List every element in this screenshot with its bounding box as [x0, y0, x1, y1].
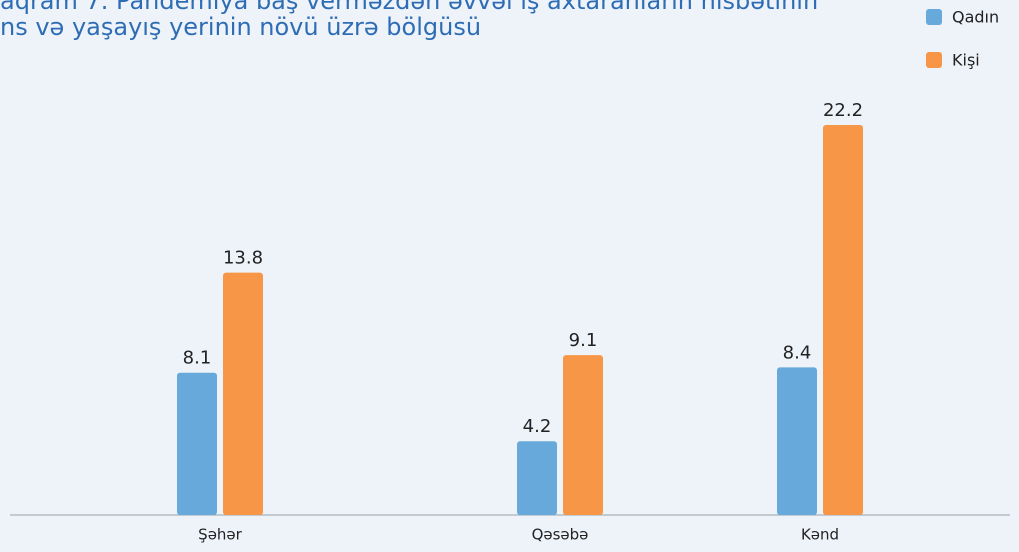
- bar: [223, 272, 263, 515]
- value-label: 4.2: [523, 416, 552, 437]
- x-tick-label: Şəhər: [198, 526, 242, 544]
- value-label: 9.1: [569, 330, 598, 351]
- chart-title: ns və yaşayış yerinin növü üzrə bölgüsü: [0, 13, 481, 41]
- value-label: 8.4: [783, 342, 812, 363]
- x-tick-label: Qəsəbə: [532, 526, 589, 544]
- bar: [517, 441, 557, 515]
- x-tick-label: Kənd: [801, 526, 839, 544]
- chart-title: aqram 7. Pandemiya baş verməzdən əvvəl i…: [0, 0, 818, 15]
- bar: [823, 125, 863, 515]
- value-label: 13.8: [223, 248, 263, 269]
- bar: [563, 355, 603, 515]
- value-label: 22.2: [823, 100, 863, 121]
- bar: [777, 367, 817, 515]
- legend-swatch: [926, 9, 942, 25]
- bar: [177, 372, 217, 515]
- value-label: 8.1: [183, 348, 212, 369]
- legend-label: Kişi: [952, 51, 980, 70]
- legend-label: Qadın: [952, 8, 999, 27]
- legend-swatch: [926, 52, 942, 68]
